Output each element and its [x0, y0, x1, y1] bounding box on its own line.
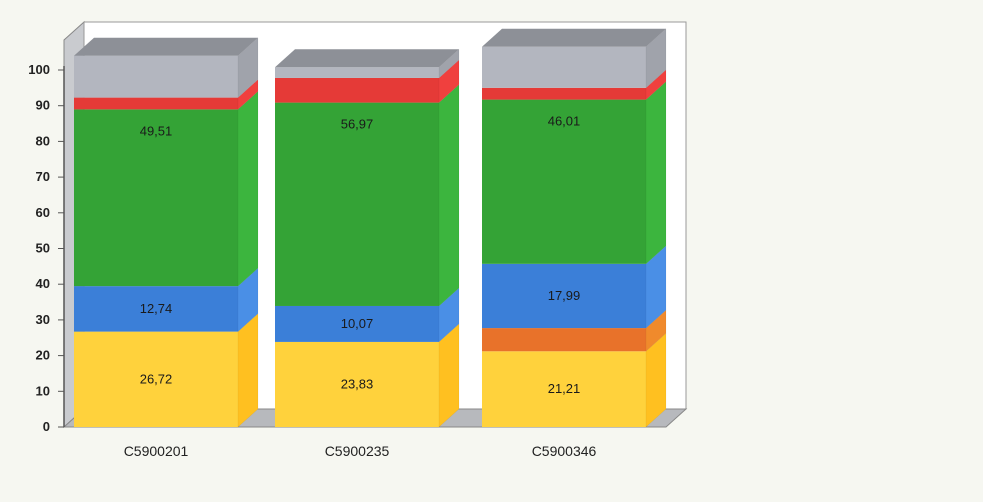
bar-segment: [275, 102, 439, 306]
bar-segment: [275, 77, 439, 103]
bar-segment: [74, 97, 238, 110]
data-label: 17,99: [548, 288, 581, 303]
bar-segment: [275, 305, 439, 342]
y-tick-label: 40: [36, 276, 50, 291]
bar-top: [482, 28, 666, 47]
y-tick-label: 50: [36, 241, 50, 256]
data-label: 23,83: [341, 376, 374, 391]
y-tick-label: 0: [43, 419, 50, 434]
bar-segment: [275, 341, 439, 427]
y-tick-label: 60: [36, 205, 50, 220]
bar-segment: [482, 46, 646, 88]
bar-segment: [482, 263, 646, 329]
bar-segment: [74, 286, 238, 332]
bar-segment: [74, 109, 238, 287]
bar-segment: [482, 87, 646, 100]
bar-segment: [74, 55, 238, 98]
bar-top: [74, 37, 258, 56]
bar-segment-side: [237, 313, 259, 428]
y-axis: 0 10 20 30 40 50 60 70 80 90 100: [28, 62, 65, 434]
y-tick-label: 20: [36, 348, 50, 363]
x-category-label: C5900235: [325, 443, 390, 459]
bar-segment: [275, 67, 439, 78]
bar-segment-side: [645, 81, 667, 265]
data-label: 56,97: [341, 117, 374, 132]
y-tick-label: 90: [36, 98, 50, 113]
y-tick-label: 70: [36, 169, 50, 184]
data-label: 49,51: [140, 123, 173, 138]
data-label: 10,07: [341, 316, 374, 331]
bars: [74, 28, 667, 428]
data-label: 26,72: [140, 371, 173, 386]
bar-segment-side: [438, 84, 460, 307]
y-tick-label: 30: [36, 312, 50, 327]
data-label: 46,01: [548, 114, 581, 129]
x-category-label: C5900201: [124, 443, 189, 459]
bar-segment: [482, 328, 646, 352]
x-category-label: C5900346: [532, 443, 597, 459]
y-tick-label: 100: [28, 62, 50, 77]
bar-top: [275, 49, 459, 68]
bar-segment: [74, 331, 238, 427]
data-label: 12,74: [140, 301, 173, 316]
bar-segment: [482, 351, 646, 427]
bar-segment-side: [237, 90, 259, 287]
labels: 26,72 12,74 49,51 C5900201 23,83 10,07 56,97 C5…: [124, 114, 597, 459]
y-tick-label: 10: [36, 383, 50, 398]
y-tick-label: 80: [36, 133, 50, 148]
bar-segment: [482, 99, 646, 264]
data-label: 21,21: [548, 381, 581, 396]
